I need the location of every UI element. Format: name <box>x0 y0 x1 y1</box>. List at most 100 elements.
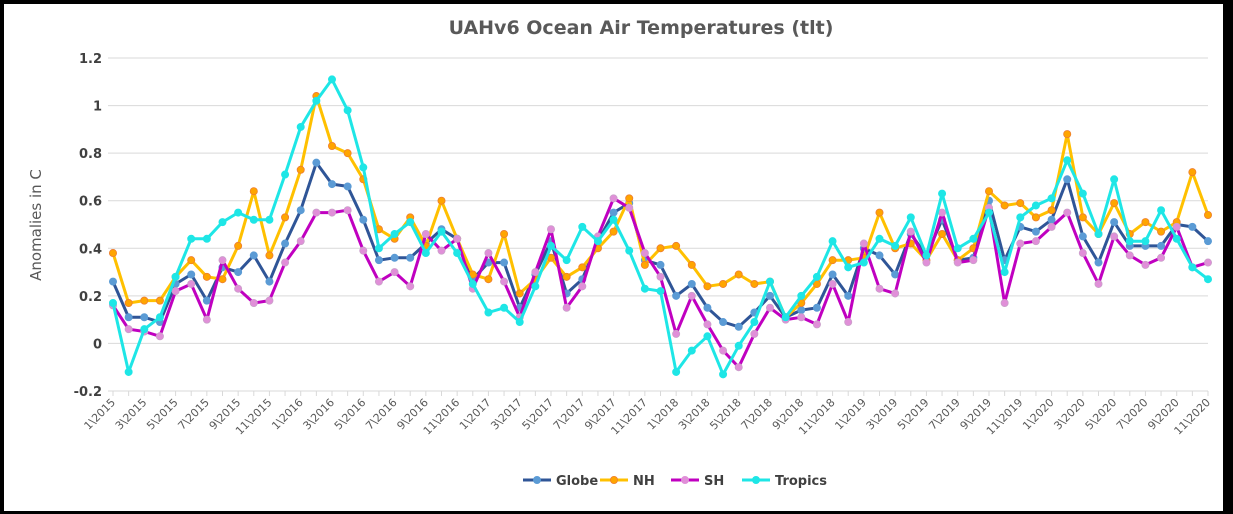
data-point-globe[interactable] <box>1063 175 1072 184</box>
data-point-sh[interactable] <box>453 234 462 243</box>
data-point-tropics[interactable] <box>1157 206 1166 215</box>
data-point-tropics[interactable] <box>531 282 540 291</box>
data-point-tropics[interactable] <box>969 234 978 243</box>
data-point-sh[interactable] <box>1141 260 1150 269</box>
data-point-nh[interactable] <box>1063 130 1072 139</box>
data-point-tropics[interactable] <box>672 367 681 376</box>
data-point-nh[interactable] <box>1157 227 1166 236</box>
data-point-tropics[interactable] <box>453 249 462 258</box>
data-point-tropics[interactable] <box>437 227 446 236</box>
data-point-sh[interactable] <box>672 329 681 338</box>
data-point-nh[interactable] <box>234 241 243 250</box>
data-point-sh[interactable] <box>609 194 618 203</box>
data-point-globe[interactable] <box>265 277 274 286</box>
data-point-sh[interactable] <box>374 277 383 286</box>
data-point-tropics[interactable] <box>468 279 477 288</box>
data-point-nh[interactable] <box>187 256 196 265</box>
data-point-nh[interactable] <box>1204 210 1213 219</box>
data-point-nh[interactable] <box>656 244 665 253</box>
data-point-tropics[interactable] <box>484 308 493 317</box>
data-point-globe[interactable] <box>281 239 290 248</box>
data-point-sh[interactable] <box>327 208 336 217</box>
data-point-nh[interactable] <box>578 263 587 272</box>
data-point-sh[interactable] <box>906 227 915 236</box>
data-point-tropics[interactable] <box>609 215 618 224</box>
data-point-tropics[interactable] <box>1188 263 1197 272</box>
data-point-tropics[interactable] <box>171 272 180 281</box>
data-point-globe[interactable] <box>1157 241 1166 250</box>
data-point-tropics[interactable] <box>187 234 196 243</box>
data-point-tropics[interactable] <box>891 241 900 250</box>
data-point-sh[interactable] <box>562 303 571 312</box>
data-point-globe[interactable] <box>1204 237 1213 246</box>
data-point-nh[interactable] <box>265 251 274 260</box>
data-point-tropics[interactable] <box>938 189 947 198</box>
data-point-globe[interactable] <box>766 291 775 300</box>
data-point-globe[interactable] <box>656 260 665 269</box>
data-point-nh[interactable] <box>1031 213 1040 222</box>
data-point-globe[interactable] <box>249 251 258 260</box>
data-point-sh[interactable] <box>969 256 978 265</box>
data-point-nh[interactable] <box>750 279 759 288</box>
data-point-tropics[interactable] <box>1141 237 1150 246</box>
legend-item-globe[interactable]: Globe <box>523 474 598 489</box>
data-point-nh[interactable] <box>1078 213 1087 222</box>
data-point-globe[interactable] <box>844 291 853 300</box>
data-point-sh[interactable] <box>484 249 493 258</box>
data-point-nh[interactable] <box>985 187 994 196</box>
data-point-nh[interactable] <box>202 272 211 281</box>
data-point-sh[interactable] <box>1078 249 1087 258</box>
data-point-globe[interactable] <box>1047 215 1056 224</box>
data-point-tropics[interactable] <box>859 258 868 267</box>
data-point-globe[interactable] <box>1110 218 1119 227</box>
data-point-tropics[interactable] <box>249 215 258 224</box>
data-point-tropics[interactable] <box>281 170 290 179</box>
data-point-globe[interactable] <box>812 303 821 312</box>
data-point-globe[interactable] <box>140 313 149 322</box>
data-point-tropics[interactable] <box>593 237 602 246</box>
data-point-nh[interactable] <box>875 208 884 217</box>
data-point-nh[interactable] <box>672 241 681 250</box>
data-point-globe[interactable] <box>1078 232 1087 241</box>
data-point-sh[interactable] <box>750 329 759 338</box>
data-point-nh[interactable] <box>703 282 712 291</box>
data-point-tropics[interactable] <box>1000 268 1009 277</box>
data-point-nh[interactable] <box>609 227 618 236</box>
data-point-tropics[interactable] <box>812 272 821 281</box>
data-point-globe[interactable] <box>672 291 681 300</box>
data-point-globe[interactable] <box>359 215 368 224</box>
data-point-sh[interactable] <box>1172 222 1181 231</box>
data-point-tropics[interactable] <box>406 218 415 227</box>
data-point-sh[interactable] <box>437 246 446 255</box>
data-point-nh[interactable] <box>218 275 227 284</box>
data-point-sh[interactable] <box>578 282 587 291</box>
data-point-tropics[interactable] <box>547 241 556 250</box>
data-point-sh[interactable] <box>406 282 415 291</box>
data-point-globe[interactable] <box>390 253 399 262</box>
data-point-tropics[interactable] <box>234 208 243 217</box>
data-point-nh[interactable] <box>484 275 493 284</box>
data-point-globe[interactable] <box>327 180 336 189</box>
data-point-tropics[interactable] <box>296 122 305 131</box>
data-point-tropics[interactable] <box>703 332 712 341</box>
data-point-sh[interactable] <box>875 284 884 293</box>
data-point-tropics[interactable] <box>625 246 634 255</box>
data-point-tropics[interactable] <box>1031 201 1040 210</box>
data-point-tropics[interactable] <box>327 75 336 84</box>
data-point-tropics[interactable] <box>906 213 915 222</box>
data-point-globe[interactable] <box>1188 222 1197 231</box>
data-point-nh[interactable] <box>625 194 634 203</box>
data-point-sh[interactable] <box>1094 279 1103 288</box>
data-point-sh[interactable] <box>249 298 258 307</box>
data-point-sh[interactable] <box>625 203 634 212</box>
data-point-tropics[interactable] <box>985 208 994 217</box>
data-point-sh[interactable] <box>812 320 821 329</box>
data-point-nh[interactable] <box>640 260 649 269</box>
data-point-tropics[interactable] <box>265 215 274 224</box>
data-point-sh[interactable] <box>171 287 180 296</box>
data-point-sh[interactable] <box>1031 237 1040 246</box>
data-point-sh[interactable] <box>547 225 556 234</box>
data-point-tropics[interactable] <box>374 244 383 253</box>
data-point-globe[interactable] <box>343 182 352 191</box>
data-point-globe[interactable] <box>296 206 305 215</box>
